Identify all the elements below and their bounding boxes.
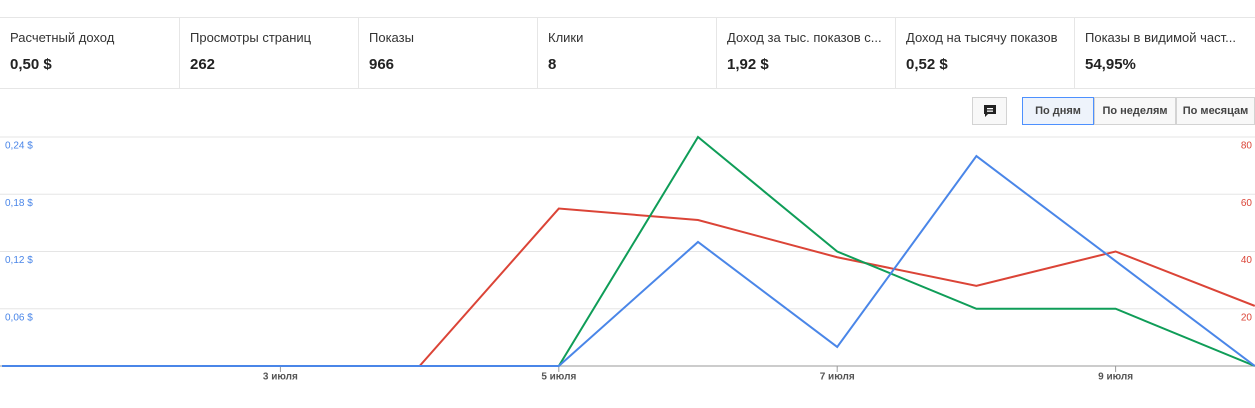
period-button[interactable]: По дням — [1022, 97, 1094, 125]
metric-card[interactable]: Показы в видимой част... 54,95% — [1074, 18, 1253, 88]
series-line — [2, 207, 1255, 367]
metric-label: Показы — [369, 30, 414, 45]
metric-card[interactable]: Расчетный доход 0,50 $ — [0, 18, 179, 88]
metric-label: Просмотры страниц — [190, 30, 312, 45]
period-button[interactable]: По месяцам — [1176, 97, 1255, 125]
metric-label: Расчетный доход — [10, 30, 115, 45]
period-button[interactable]: По неделям — [1094, 97, 1176, 125]
chart: 0,06 $ 0,12 $ 0,18 $ 0,24 $ 20 40 60 80 3 июля 5 … — [0, 135, 1255, 383]
metric-value: 1,92 $ — [727, 56, 769, 73]
comment-icon — [983, 105, 996, 117]
series-line — [2, 154, 1255, 367]
metric-value: 966 — [369, 56, 395, 73]
x-tick-label: 5 июля — [541, 372, 576, 383]
comment-button[interactable] — [972, 97, 1007, 125]
y2-tick-label: 80 — [1241, 141, 1253, 152]
x-tick-label: 9 июля — [1098, 372, 1133, 383]
y-tick-label: 0,18 $ — [5, 198, 33, 209]
y2-tick-label: 20 — [1241, 312, 1253, 323]
metric-value: 54,95% — [1085, 56, 1136, 73]
metric-card[interactable]: Доход за тыс. показов с... 1,92 $ — [716, 18, 895, 88]
metric-value: 262 — [190, 56, 216, 73]
metric-value: 0,50 $ — [10, 56, 52, 73]
metric-value: 0,52 $ — [906, 56, 948, 73]
metric-card[interactable]: Просмотры страниц 262 — [179, 18, 358, 88]
metric-label: Доход на тысячу показов — [906, 30, 1058, 45]
x-tick-label: 3 июля — [263, 372, 298, 383]
metric-label: Показы в видимой част... — [1085, 30, 1236, 45]
y-tick-label: 0,24 $ — [5, 141, 33, 152]
metric-label: Доход за тыс. показов с... — [727, 30, 882, 45]
metric-label: Клики — [548, 30, 584, 45]
y-tick-label: 0,12 $ — [5, 255, 33, 266]
y2-tick-label: 40 — [1241, 255, 1253, 266]
metric-cards: Расчетный доход 0,50 $ Просмотры страниц 26… — [0, 17, 1255, 89]
x-tick-label: 7 июля — [820, 372, 855, 383]
y-tick-label: 0,06 $ — [5, 312, 33, 323]
metric-value: 8 — [548, 56, 557, 73]
metric-card[interactable]: Показы 966 — [358, 18, 537, 88]
metric-card[interactable]: Доход на тысячу показов 0,52 $ — [895, 18, 1074, 88]
metric-card[interactable]: Клики 8 — [537, 18, 716, 88]
y2-tick-label: 60 — [1241, 198, 1253, 209]
